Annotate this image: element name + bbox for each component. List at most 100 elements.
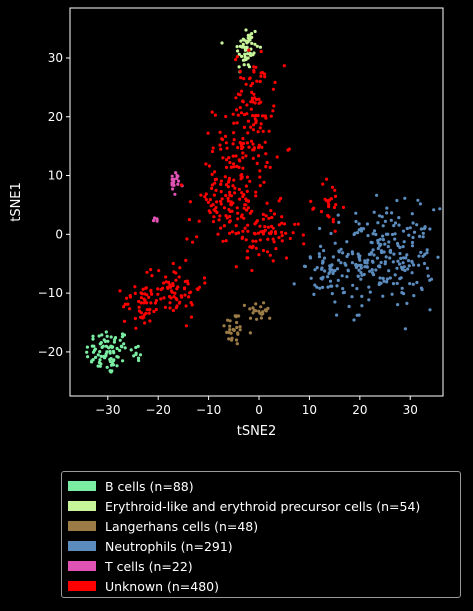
point-neutrophils xyxy=(422,227,426,231)
point-t-cells xyxy=(175,176,179,180)
point-neutrophils xyxy=(328,270,332,274)
point-unknown xyxy=(333,229,337,233)
point-unknown xyxy=(187,218,191,222)
point-neutrophils xyxy=(408,226,412,230)
point-neutrophils xyxy=(365,261,369,265)
point-unknown xyxy=(264,152,268,156)
point-neutrophils xyxy=(384,232,388,236)
point-unknown xyxy=(296,222,300,226)
point-unknown xyxy=(184,324,188,328)
point-unknown xyxy=(153,301,158,305)
point-unknown xyxy=(185,237,189,241)
point-b-cells xyxy=(91,358,95,362)
point-neutrophils xyxy=(368,290,372,294)
point-unknown xyxy=(261,114,265,118)
point-erythroid-like-and-erythroid-precursor-cells xyxy=(248,38,252,42)
point-neutrophils xyxy=(381,238,385,242)
point-unknown xyxy=(259,71,263,75)
point-b-cells xyxy=(105,334,109,338)
point-neutrophils xyxy=(417,254,421,258)
point-unknown xyxy=(224,183,229,187)
point-b-cells xyxy=(108,357,112,362)
point-unknown xyxy=(232,165,236,169)
point-neutrophils xyxy=(406,267,410,271)
point-langerhans-cells xyxy=(266,306,270,310)
point-neutrophils xyxy=(378,244,382,248)
point-unknown xyxy=(235,206,239,210)
point-unknown xyxy=(236,231,241,235)
point-unknown xyxy=(260,145,264,149)
point-unknown xyxy=(262,72,267,76)
point-unknown xyxy=(269,209,273,213)
point-unknown xyxy=(218,199,223,203)
point-unknown xyxy=(244,238,248,242)
point-neutrophils xyxy=(410,212,414,216)
point-unknown xyxy=(168,306,172,310)
point-unknown xyxy=(271,259,275,263)
point-neutrophils xyxy=(407,264,411,268)
point-langerhans-cells xyxy=(254,302,258,306)
point-unknown xyxy=(210,149,215,154)
point-unknown xyxy=(245,189,249,193)
legend-swatch xyxy=(68,541,96,551)
point-unknown xyxy=(251,142,255,146)
point-neutrophils xyxy=(361,227,366,231)
point-neutrophils xyxy=(401,261,405,265)
point-b-cells xyxy=(118,338,122,342)
point-neutrophils xyxy=(436,255,440,259)
x-axis-label: tSNE2 xyxy=(237,424,277,439)
point-b-cells xyxy=(134,345,138,350)
point-b-cells xyxy=(96,353,100,357)
point-unknown xyxy=(275,155,279,159)
point-unknown xyxy=(282,64,286,68)
point-b-cells xyxy=(115,355,119,359)
legend-item: T cells (n=22) xyxy=(68,556,460,576)
point-b-cells xyxy=(106,339,110,343)
point-b-cells xyxy=(111,359,116,363)
point-unknown xyxy=(234,265,238,269)
point-neutrophils xyxy=(385,211,389,215)
point-erythroid-like-and-erythroid-precursor-cells xyxy=(241,58,245,62)
point-unknown xyxy=(183,293,187,297)
point-neutrophils xyxy=(354,265,359,270)
point-unknown xyxy=(147,295,151,299)
point-neutrophils xyxy=(374,232,378,237)
point-unknown xyxy=(251,128,255,132)
point-neutrophils xyxy=(425,266,430,270)
point-langerhans-cells xyxy=(235,320,239,325)
point-unknown xyxy=(171,308,175,313)
x-tick-label: −30 xyxy=(95,403,120,417)
point-neutrophils xyxy=(402,292,406,296)
point-neutrophils xyxy=(357,268,361,272)
point-neutrophils xyxy=(312,292,316,296)
point-unknown xyxy=(145,308,149,312)
point-b-cells xyxy=(86,355,90,359)
point-unknown xyxy=(217,218,221,222)
point-erythroid-like-and-erythroid-precursor-cells xyxy=(246,52,250,56)
point-unknown xyxy=(330,185,335,189)
point-neutrophils xyxy=(389,218,393,222)
point-neutrophils xyxy=(366,258,370,262)
point-unknown xyxy=(279,196,283,200)
point-neutrophils xyxy=(411,221,415,225)
point-neutrophils xyxy=(395,266,399,270)
point-langerhans-cells xyxy=(255,317,259,321)
point-b-cells xyxy=(137,358,141,363)
point-neutrophils xyxy=(381,276,385,280)
point-neutrophils xyxy=(333,241,337,245)
point-erythroid-like-and-erythroid-precursor-cells xyxy=(243,55,247,59)
point-unknown xyxy=(236,92,240,96)
point-neutrophils xyxy=(410,271,414,275)
point-unknown xyxy=(245,175,250,179)
point-neutrophils xyxy=(366,234,370,238)
legend: B cells (n=88) Erythroid-like and erythro… xyxy=(61,471,461,598)
point-unknown xyxy=(250,209,254,213)
point-neutrophils xyxy=(345,240,349,244)
x-tick-label: −20 xyxy=(146,403,171,417)
point-unknown xyxy=(133,316,137,321)
point-unknown xyxy=(266,225,270,229)
point-b-cells xyxy=(118,348,122,352)
point-unknown xyxy=(237,187,241,191)
point-neutrophils xyxy=(357,255,361,259)
point-unknown xyxy=(273,231,278,235)
